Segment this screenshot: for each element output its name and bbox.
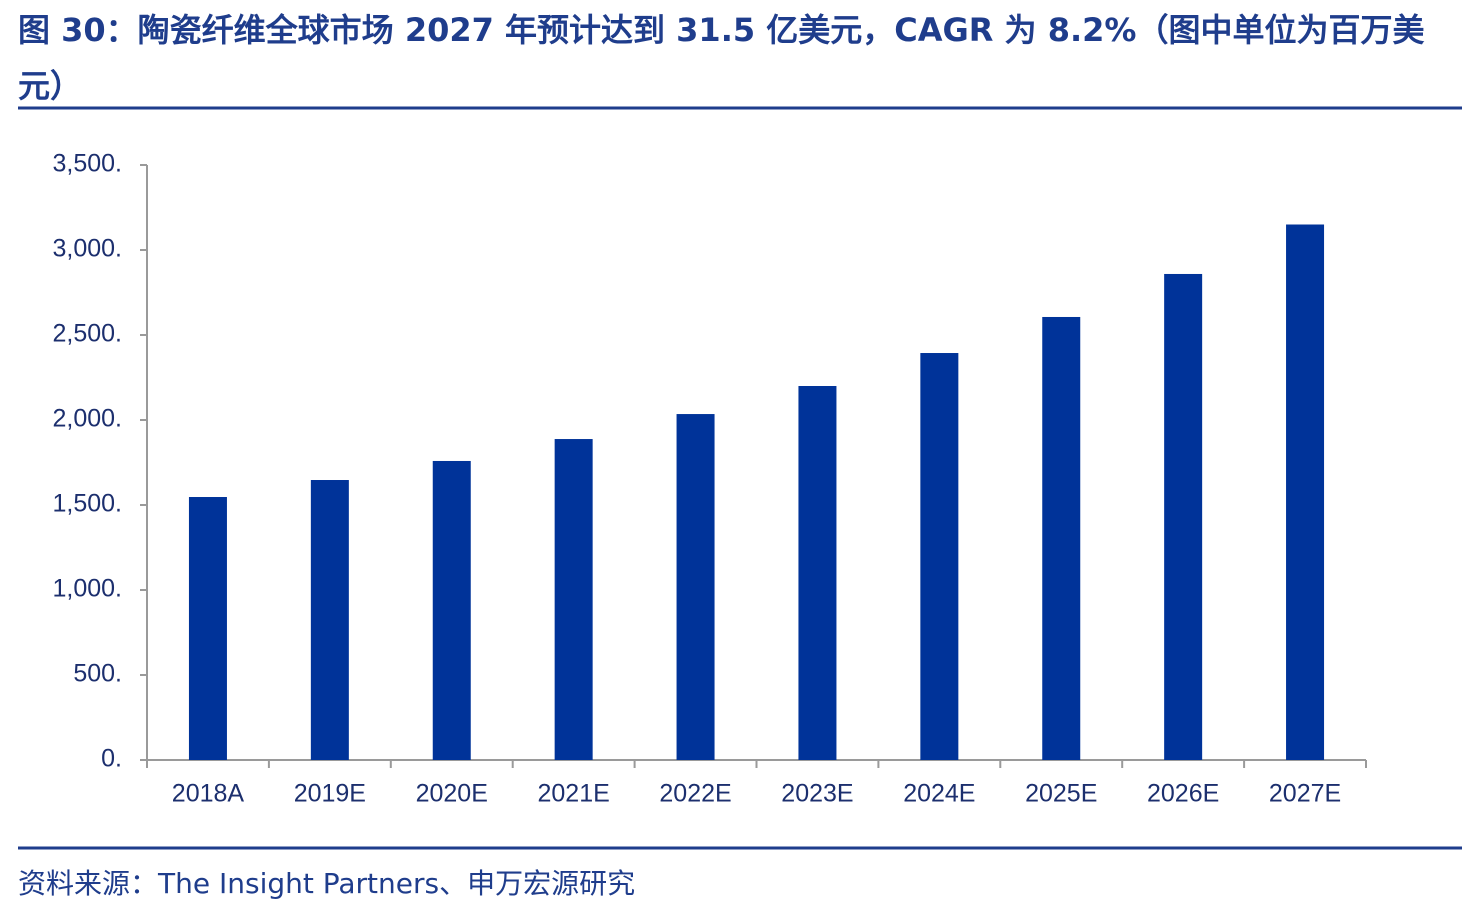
x-tick-label: 2019E bbox=[294, 780, 366, 808]
x-tick-label: 2020E bbox=[416, 780, 488, 808]
y-tick-label: 2,500. bbox=[52, 320, 122, 348]
bar bbox=[1164, 273, 1203, 760]
x-tick-label: 2025E bbox=[1025, 780, 1097, 808]
bar bbox=[798, 386, 837, 760]
bar bbox=[310, 480, 349, 760]
y-tick-label: 3,000. bbox=[52, 235, 122, 263]
x-tick-label: 2021E bbox=[538, 780, 610, 808]
bar bbox=[676, 414, 715, 760]
bar bbox=[188, 497, 227, 760]
y-tick-label: 0. bbox=[101, 745, 122, 773]
y-tick-label: 1,500. bbox=[52, 490, 122, 518]
x-tick-label: 2022E bbox=[659, 780, 731, 808]
source-note: 资料来源：The Insight Partners、申万宏源研究 bbox=[18, 867, 636, 900]
x-tick-label: 2027E bbox=[1269, 780, 1341, 808]
y-tick-label: 1,000. bbox=[52, 575, 122, 603]
bar bbox=[920, 353, 959, 760]
y-tick-label: 2,000. bbox=[52, 405, 122, 433]
x-tick-label: 2023E bbox=[781, 780, 853, 808]
x-tick-label: 2024E bbox=[903, 780, 975, 808]
x-tick-label: 2026E bbox=[1147, 780, 1219, 808]
chart-title: 图 30：陶瓷纤维全球市场 2027 年预计达到 31.5 亿美元，CAGR 为… bbox=[18, 11, 1425, 105]
bar bbox=[1042, 316, 1081, 760]
bar bbox=[1286, 224, 1325, 760]
y-tick-label: 500. bbox=[73, 660, 122, 688]
y-tick-label: 3,500. bbox=[52, 150, 122, 178]
bar bbox=[432, 460, 471, 760]
x-tick-label: 2018A bbox=[172, 780, 245, 808]
bar bbox=[554, 439, 593, 760]
